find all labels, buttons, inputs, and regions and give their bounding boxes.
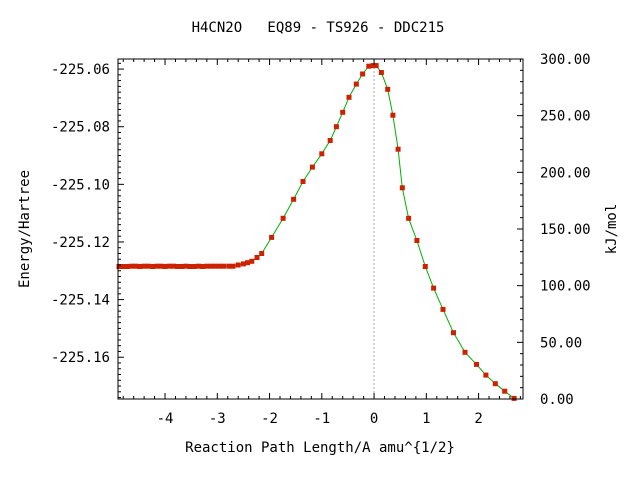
data-point-65 [511,395,517,401]
data-point-3 [129,263,135,269]
y-tick-label: -225.14 [51,293,110,309]
data-point-28 [235,262,241,268]
data-point-1 [120,264,126,269]
x-tick-label: 0 [370,411,378,427]
x-tick-label: -3 [209,411,226,427]
x-axis-label: Reaction Path Length/A amu^{1/2} [185,440,455,456]
y-tick-label: -225.12 [51,235,110,251]
y-tick-label: -225.08 [51,120,110,136]
data-point-8 [150,264,155,269]
y2-tick-label: 0.00 [540,392,574,408]
data-point-61 [474,361,479,367]
data-point-13 [170,263,176,269]
data-point-30 [245,260,251,266]
y2-tick-label: 150.00 [540,222,591,238]
data-point-52 [395,146,401,152]
data-point-63 [492,381,498,387]
data-point-35 [280,215,286,221]
data-point-40 [327,138,333,143]
data-point-22 [208,263,214,269]
data-point-12 [166,263,172,269]
data-point-7 [145,263,151,269]
data-point-46 [366,63,372,69]
y-tick-label: -225.10 [51,177,110,193]
data-point-41 [333,124,339,130]
data-point-37 [300,179,306,184]
data-point-42 [340,109,346,115]
data-point-47 [370,63,376,69]
data-point-24 [216,263,222,269]
data-point-48 [373,63,379,69]
y2-tick-label: 250.00 [540,109,591,125]
data-point-20 [200,264,206,269]
data-point-19 [196,263,201,269]
y2-tick-label: 200.00 [540,165,591,181]
data-point-53 [399,185,405,191]
y-tick-label: -225.06 [51,62,110,78]
data-point-62 [483,372,489,378]
data-point-21 [204,263,210,269]
x-tick-label: -2 [261,411,278,427]
data-point-54 [406,215,412,221]
data-point-58 [440,306,446,312]
chart-title: H4CN2O EQ89 - TS926 - DDC215 [192,20,445,36]
x-tick-label: 1 [422,411,430,427]
x-tick-label: -4 [157,411,174,427]
data-point-49 [378,70,384,75]
y2-tick-label: 50.00 [540,335,582,351]
data-point-55 [414,238,420,243]
x-tick-label: -1 [313,411,330,427]
data-point-38 [309,164,315,170]
data-point-16 [183,263,189,269]
y2-axis-label: kJ/mol [604,204,620,255]
data-point-2 [124,264,130,269]
y-tick-label: -225.16 [51,350,110,366]
data-point-14 [175,264,181,269]
data-point-45 [360,71,366,77]
data-point-32 [254,255,260,260]
data-point-43 [346,94,352,100]
data-point-50 [385,86,391,92]
data-point-31 [249,258,255,264]
x-tick-label: 2 [474,411,482,427]
data-point-11 [162,264,168,269]
data-point-27 [230,263,236,269]
data-point-56 [422,264,428,269]
plot-layer [116,59,517,401]
data-point-25 [221,263,227,269]
data-point-59 [451,330,456,336]
data-point-15 [179,264,185,269]
data-point-36 [291,196,297,202]
data-point-4 [133,263,139,269]
data-point-17 [187,264,193,269]
y-axis-label: Energy/Hartree [17,170,33,288]
data-point-26 [226,263,232,269]
data-point-39 [319,151,325,157]
data-point-44 [353,81,359,87]
data-point-29 [240,261,246,267]
data-point-23 [212,263,218,269]
data-point-10 [158,263,164,269]
data-point-9 [154,263,160,269]
data-point-0 [116,264,122,269]
series-line [119,65,515,399]
data-point-6 [141,263,147,269]
data-point-18 [191,264,197,269]
data-point-64 [502,388,508,394]
data-point-5 [137,264,143,269]
y2-tick-label: 300.00 [540,52,591,68]
axes-layer: -4 -3 -2 -1 0 1 2 -225.06 -225.08 -225.10 -225.12 -… [51,52,591,427]
data-point-33 [259,251,265,256]
data-point-34 [269,234,275,240]
data-point-60 [462,349,468,355]
data-point-51 [390,112,396,118]
y2-tick-label: 100.00 [540,279,591,295]
data-point-57 [431,285,437,291]
